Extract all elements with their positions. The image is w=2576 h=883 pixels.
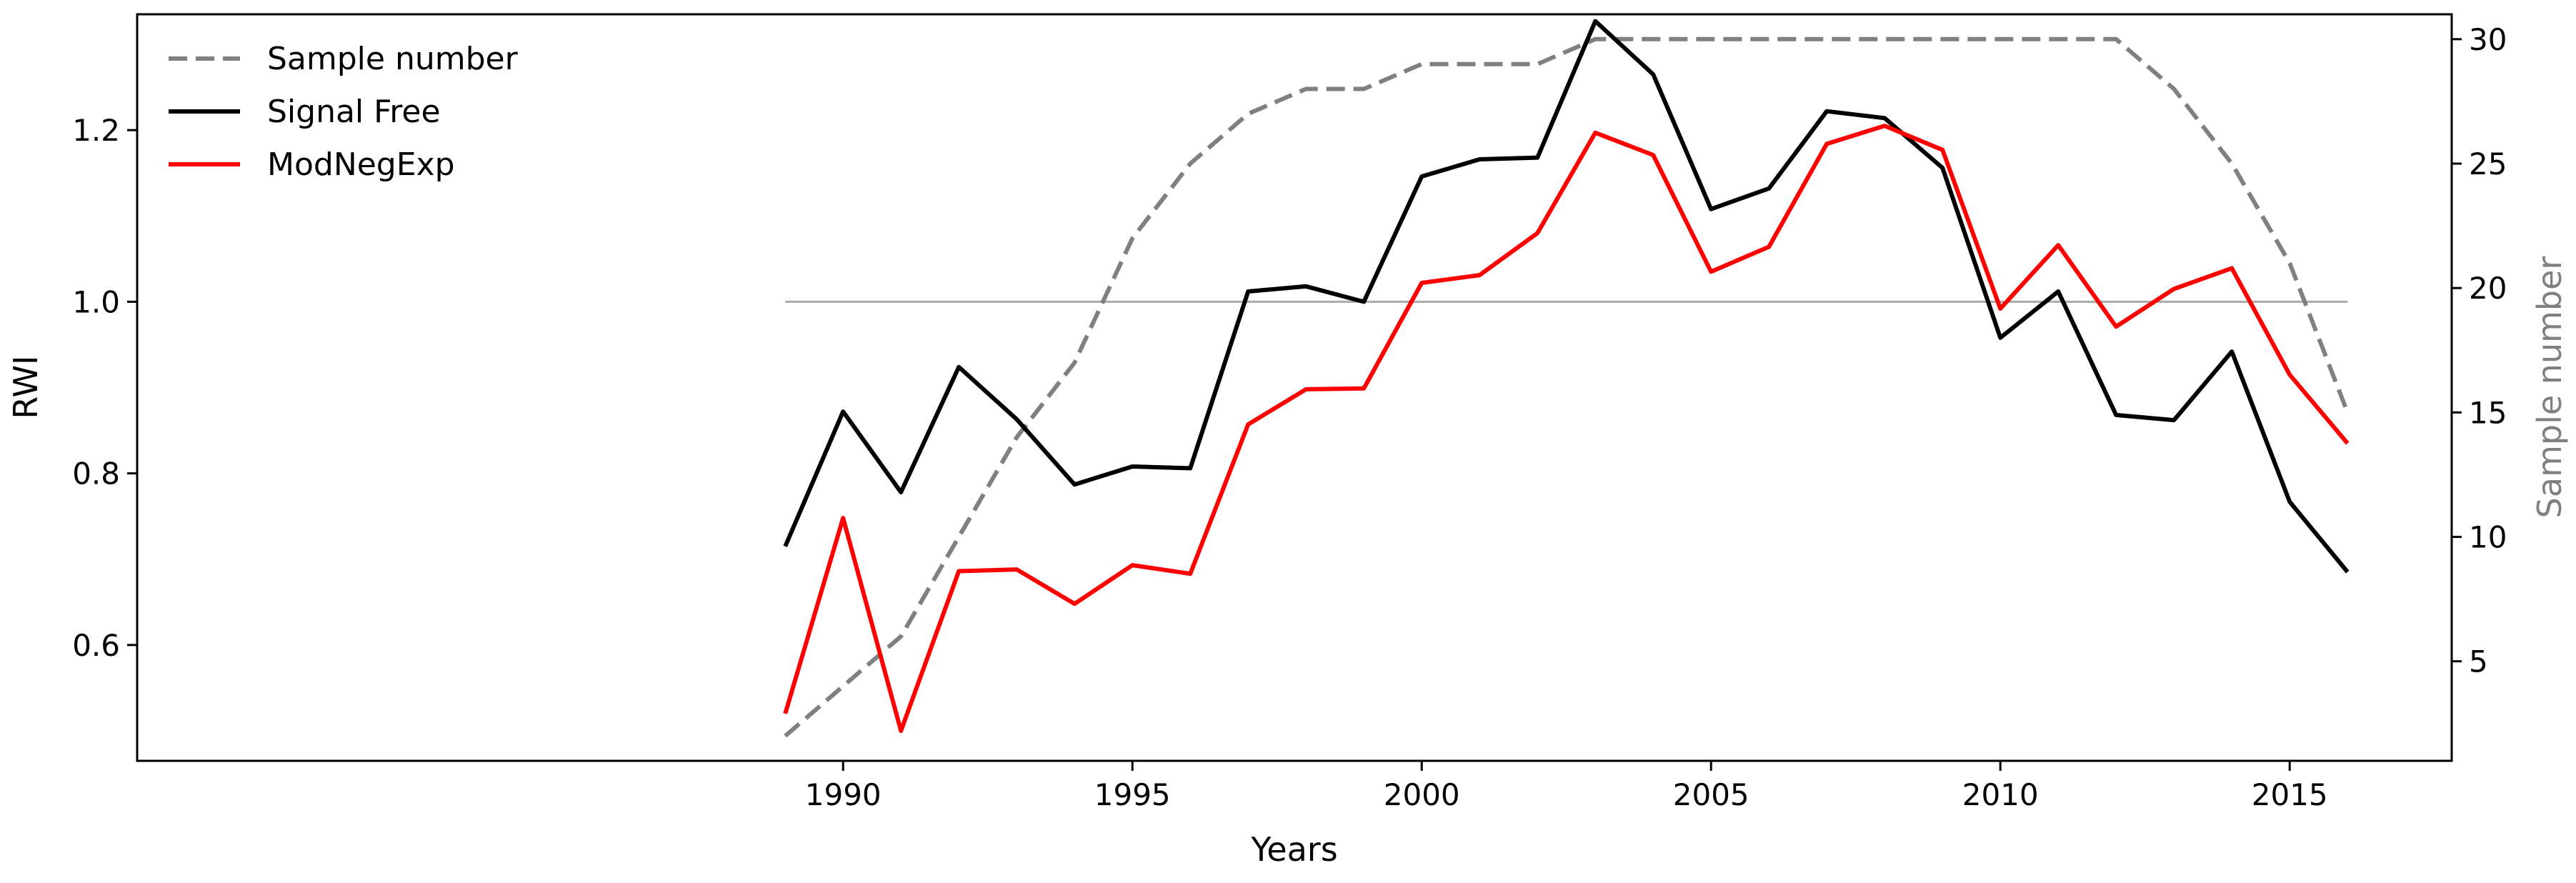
y-tick-label-left: 1.0 bbox=[72, 284, 120, 319]
y-axis-title-right: Sample number bbox=[2530, 256, 2569, 519]
x-axis-title: Years bbox=[1250, 830, 1337, 869]
legend: Sample number Signal Free ModNegExp bbox=[169, 41, 519, 183]
x-tick-label: 2015 bbox=[2252, 777, 2328, 812]
series-line-sample-number bbox=[784, 36, 2350, 738]
series-line-signal-free bbox=[783, 19, 2350, 574]
y-tick-label-right: 20 bbox=[2469, 271, 2507, 306]
x-tick-label: 2010 bbox=[1962, 777, 2039, 812]
y-tick-label-left: 0.8 bbox=[72, 457, 120, 492]
y-tick-label-left: 0.6 bbox=[72, 628, 120, 663]
series-layer bbox=[783, 19, 2350, 738]
y-tick-label-left: 1.2 bbox=[72, 113, 120, 148]
legend-label-modnegexp: ModNegExp bbox=[267, 146, 455, 183]
y-axis-title-left: RWI bbox=[6, 355, 45, 419]
y-tick-label-right: 25 bbox=[2469, 146, 2507, 181]
plot-frame bbox=[136, 13, 2453, 762]
x-tick-label: 2005 bbox=[1673, 777, 1749, 812]
x-tick-label: 1995 bbox=[1094, 777, 1171, 812]
tick-layer: 1990 1995 2000 2005 2010 2015 0.6 0.8 1.0 1.2 5 10 1… bbox=[72, 22, 2507, 812]
legend-label-sample-number: Sample number bbox=[267, 41, 519, 77]
y-tick-label-right: 10 bbox=[2469, 520, 2507, 555]
y-tick-label-right: 5 bbox=[2469, 644, 2488, 679]
x-tick-label: 2000 bbox=[1384, 777, 1460, 812]
series-line-modnegexp bbox=[783, 124, 2350, 733]
y-tick-label-right: 15 bbox=[2469, 395, 2507, 430]
y-tick-label-right: 30 bbox=[2469, 22, 2507, 57]
x-tick-label: 1990 bbox=[805, 777, 882, 812]
legend-label-signal-free: Signal Free bbox=[267, 94, 441, 130]
